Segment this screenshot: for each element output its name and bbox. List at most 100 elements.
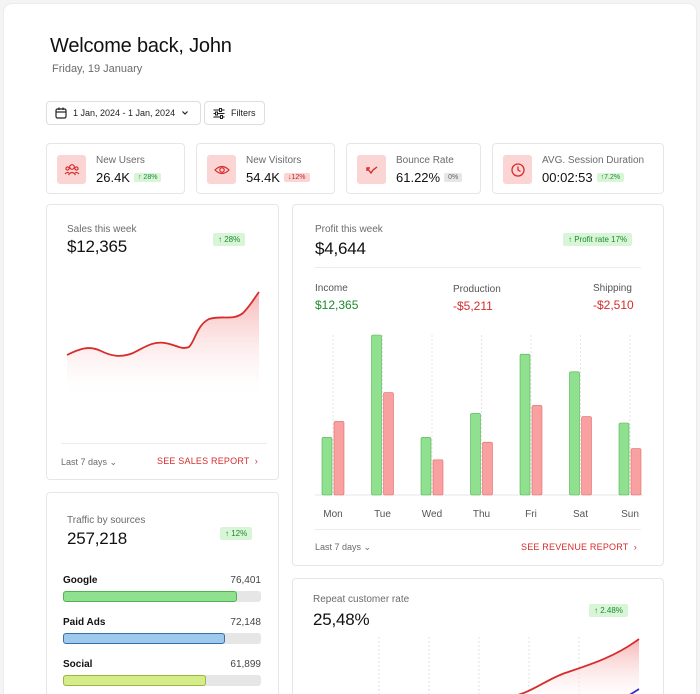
source-value-social: 61,899 xyxy=(230,659,261,670)
sliders-icon xyxy=(213,107,225,119)
bar-green-sat[interactable] xyxy=(569,371,580,496)
sales-line xyxy=(66,291,260,357)
day-label-fri: Fri xyxy=(525,509,537,520)
link-label: SEE REVENUE REPORT xyxy=(521,542,629,552)
profit-divider xyxy=(315,267,641,268)
clock-icon xyxy=(503,155,532,184)
source-name-google: Google xyxy=(63,575,98,586)
source-value-paid-ads: 72,148 xyxy=(230,617,261,628)
stat-value: 61.22% 0% xyxy=(396,170,463,185)
sales-divider xyxy=(61,443,267,444)
profit-value: $4,644 xyxy=(315,239,366,258)
sales-card: Sales this week $12,365 ↑ 28% Last 7 day… xyxy=(46,204,279,480)
stat-number: 54.4K xyxy=(246,170,280,185)
repeat-badge: ↑ 2.48% xyxy=(589,604,628,617)
bar-green-sun[interactable] xyxy=(618,422,630,496)
see-sales-report-link[interactable]: SEE SALES REPORT › xyxy=(157,456,258,466)
source-name-social: Social xyxy=(63,659,93,670)
day-label-thu: Thu xyxy=(472,509,491,520)
page-date: Friday, 19 January xyxy=(52,63,143,75)
day-label-sun: Sun xyxy=(621,509,639,520)
source-name-paid-ads: Paid Ads xyxy=(63,617,106,628)
bar-red-fri[interactable] xyxy=(531,405,543,496)
bar-red-mon[interactable] xyxy=(333,421,345,496)
chevron-down-icon xyxy=(181,109,189,117)
profit-footer-divider xyxy=(315,529,641,530)
traffic-card: Traffic by sources 257,218 ↑ 12% Google 7… xyxy=(46,492,279,694)
production-value: -$5,211 xyxy=(453,299,493,313)
repeat-line xyxy=(517,638,640,694)
sales-period-dropdown[interactable]: Last 7 days ⌄ xyxy=(61,457,117,468)
stat-value: 54.4K ↓12% xyxy=(246,170,310,185)
income-label: Income xyxy=(315,283,348,294)
day-label-wed: Wed xyxy=(421,509,443,520)
date-range-label: 1 Jan, 2024 - 1 Jan, 2024 xyxy=(73,108,176,118)
stat-card-session-duration[interactable]: AVG. Session Duration 00:02:53 ↑7.2% xyxy=(492,143,664,194)
sales-value: $12,365 xyxy=(67,237,128,256)
filters-button[interactable]: Filters xyxy=(204,101,265,125)
bar-green-fri[interactable] xyxy=(519,353,531,496)
source-bar-fill-google xyxy=(63,591,238,602)
bounce-arrow-icon xyxy=(357,155,386,184)
source-bar-track-paid-ads xyxy=(63,633,261,644)
stat-label: New Visitors xyxy=(246,155,302,166)
link-label: SEE SALES REPORT xyxy=(157,456,250,466)
sales-area-fill xyxy=(67,292,259,393)
day-label-sat: Sat xyxy=(572,509,588,520)
source-bar-track-social xyxy=(63,675,261,686)
page-title: Welcome back, John xyxy=(50,35,232,57)
production-label: Production xyxy=(453,284,501,295)
repeat-area-fill xyxy=(520,639,639,694)
stat-card-new-users[interactable]: New Users 26.4K ↑ 28% xyxy=(46,143,185,194)
profit-period-dropdown[interactable]: Last 7 days ⌄ xyxy=(315,542,371,553)
bar-red-tue[interactable] xyxy=(383,392,394,496)
repeat-secondary-line xyxy=(629,688,640,694)
sales-badge: ↑ 28% xyxy=(213,233,246,246)
source-bar-fill-social xyxy=(63,675,206,686)
source-bar-track-google xyxy=(63,591,261,602)
chevron-down-icon: ⌄ xyxy=(363,542,372,552)
trend-badge: 0% xyxy=(444,173,463,183)
stat-card-bounce-rate[interactable]: Bounce Rate 61.22% 0% xyxy=(346,143,481,194)
stat-value: 00:02:53 ↑7.2% xyxy=(542,170,625,185)
source-bar-fill-paid-ads xyxy=(63,633,226,644)
stat-card-new-visitors[interactable]: New Visitors 54.4K ↓12% xyxy=(196,143,335,194)
trend-badge: ↓12% xyxy=(283,173,310,183)
filters-label: Filters xyxy=(231,108,256,118)
period-label: Last 7 days xyxy=(315,542,362,552)
traffic-label: Traffic by sources xyxy=(67,515,146,526)
repeat-area-chart xyxy=(378,637,640,694)
shipping-value: -$2,510 xyxy=(593,298,634,312)
profit-bar-chart xyxy=(315,334,643,496)
chevron-right-icon: › xyxy=(252,456,259,466)
stat-value: 26.4K ↑ 28% xyxy=(96,170,162,185)
repeat-customer-card: Repeat customer rate 25,48% ↑ 2.48% xyxy=(292,578,664,694)
stat-label: New Users xyxy=(96,155,145,166)
calendar-icon xyxy=(55,107,67,119)
bar-green-tue[interactable] xyxy=(371,334,382,496)
users-icon xyxy=(57,155,86,184)
profit-label: Profit this week xyxy=(315,224,383,235)
chevron-down-icon: ⌄ xyxy=(109,457,118,467)
eye-icon xyxy=(207,155,236,184)
bar-green-mon[interactable] xyxy=(321,437,333,496)
see-revenue-report-link[interactable]: SEE REVENUE REPORT › xyxy=(521,542,637,552)
bar-green-thu[interactable] xyxy=(470,413,481,496)
dashboard-page: Welcome back, John Friday, 19 January 1 … xyxy=(4,4,696,694)
sales-label: Sales this week xyxy=(67,224,137,235)
income-value: $12,365 xyxy=(315,298,359,312)
bar-red-thu[interactable] xyxy=(482,441,493,496)
source-value-google: 76,401 xyxy=(230,575,261,586)
bar-red-sat[interactable] xyxy=(581,416,592,496)
date-range-button[interactable]: 1 Jan, 2024 - 1 Jan, 2024 xyxy=(46,101,201,125)
profit-rate-badge: ↑ Profit rate 17% xyxy=(563,233,633,246)
stat-number: 26.4K xyxy=(96,170,130,185)
period-label: Last 7 days xyxy=(61,457,108,467)
repeat-label: Repeat customer rate xyxy=(313,594,410,605)
bar-red-wed[interactable] xyxy=(432,459,444,496)
chevron-right-icon: › xyxy=(631,542,637,552)
bar-green-wed[interactable] xyxy=(420,437,432,496)
traffic-value: 257,218 xyxy=(67,529,128,548)
bar-red-sun[interactable] xyxy=(630,448,642,496)
profit-card: Profit this week $4,644 ↑ Profit rate 17… xyxy=(292,204,664,566)
